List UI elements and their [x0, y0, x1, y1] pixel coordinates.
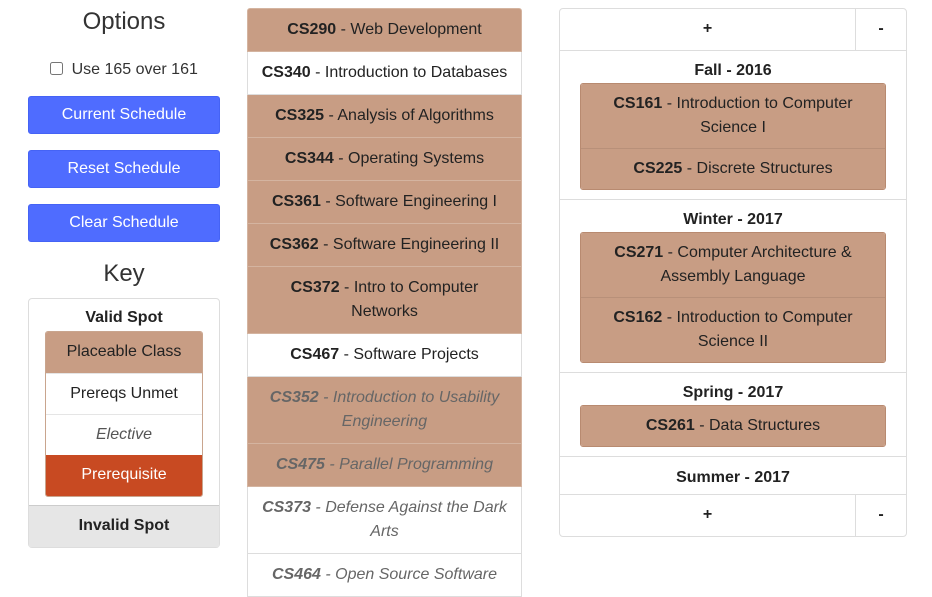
key-valid-spot: Valid Spot [85, 309, 163, 326]
use165-row[interactable]: Use 165 over 161 [28, 58, 220, 82]
term-fall-2016[interactable]: Fall - 2016 CS161 - Introduction to Comp… [560, 51, 906, 200]
options-title: Options [82, 8, 166, 35]
term-winter-2017[interactable]: Winter - 2017 CS271 - Computer Architect… [560, 200, 906, 373]
class-name: - Data Structures [694, 417, 821, 434]
class-code: CS162 [613, 309, 663, 326]
term-title: Winter - 2017 [683, 211, 783, 228]
class-item-cs372[interactable]: CS372 - Intro to Computer Networks [247, 267, 522, 334]
scheduled-class-cs271[interactable]: CS271 - Computer Architecture & Assembly… [581, 233, 885, 297]
term-class-list: CS261 - Data Structures [580, 405, 886, 447]
key-legend: Valid Spot Placeable Class Prereqs Unmet… [28, 298, 220, 548]
class-code: CS352 [269, 389, 319, 406]
class-code: CS475 [276, 456, 325, 473]
current-schedule-button[interactable]: Current Schedule [28, 96, 220, 134]
class-code: CS372 [290, 279, 340, 296]
class-name: - Web Development [336, 21, 482, 38]
key-invalid-spot: Invalid Spot [29, 505, 219, 547]
class-code: CS225 [633, 160, 683, 177]
key-title: Key [103, 260, 145, 287]
class-name: - Software Engineering I [320, 193, 497, 210]
schedule-top-controls: + - [560, 9, 906, 51]
scheduled-class-cs225[interactable]: CS225 - Discrete Structures [581, 148, 885, 189]
class-list: CS290 - Web Development CS340 - Introduc… [247, 8, 522, 597]
term-title: Spring - 2017 [682, 384, 784, 401]
class-name: - Introduction to Computer Science II [662, 309, 853, 350]
class-name: - Analysis of Algorithms [324, 107, 494, 124]
class-item-cs467[interactable]: CS467 - Software Projects [247, 334, 522, 377]
key-valid-list: Placeable Class Prereqs Unmet Elective P… [45, 331, 203, 497]
class-item-cs352[interactable]: CS352 - Introduction to Usability Engine… [247, 377, 522, 444]
use165-label[interactable]: Use 165 over 161 [71, 61, 198, 78]
add-term-bottom-button[interactable]: + [560, 495, 856, 536]
class-code: CS361 [271, 193, 321, 210]
class-name: - Introduction to Usability Engineering [318, 389, 500, 430]
class-item-cs340[interactable]: CS340 - Introduction to Databases [247, 52, 522, 95]
class-item-cs290[interactable]: CS290 - Web Development [247, 8, 522, 52]
class-code: CS344 [284, 150, 334, 167]
class-item-cs475[interactable]: CS475 - Parallel Programming [247, 444, 522, 487]
class-code: CS161 [613, 95, 663, 112]
term-title: Fall - 2016 [694, 62, 772, 79]
term-class-list: CS161 - Introduction to Computer Science… [580, 83, 886, 190]
schedule-bottom-controls: + - [560, 494, 906, 536]
class-code: CS290 [287, 21, 337, 38]
term-spring-2017[interactable]: Spring - 2017 CS261 - Data Structures [560, 373, 906, 457]
class-name: - Intro to Computer Networks [339, 279, 479, 320]
key-prerequisite: Prerequisite [46, 455, 202, 496]
scheduled-class-cs161[interactable]: CS161 - Introduction to Computer Science… [581, 84, 885, 148]
class-name: - Operating Systems [333, 150, 485, 167]
class-code: CS271 [614, 244, 664, 261]
class-item-cs464[interactable]: CS464 - Open Source Software [247, 554, 522, 597]
options-panel: Options Use 165 over 161 Current Schedul… [28, 0, 220, 548]
class-name: - Open Source Software [320, 566, 497, 583]
term-title: Summer - 2017 [676, 469, 790, 486]
class-code: CS340 [261, 64, 311, 81]
reset-schedule-button[interactable]: Reset Schedule [28, 150, 220, 188]
add-term-top-button[interactable]: + [560, 9, 856, 50]
key-prereqs-unmet: Prereqs Unmet [46, 373, 202, 414]
class-name: - Discrete Structures [682, 160, 833, 177]
class-code: CS467 [290, 346, 340, 363]
class-name: - Computer Architecture & Assembly Langu… [660, 244, 852, 285]
remove-term-top-button[interactable]: - [878, 20, 884, 37]
use165-checkbox[interactable] [50, 62, 64, 75]
class-code: CS362 [269, 236, 319, 253]
class-item-cs373[interactable]: CS373 - Defense Against the Dark Arts [247, 487, 522, 554]
remove-term-bottom-button[interactable]: - [878, 506, 884, 523]
class-name: - Introduction to Databases [310, 64, 508, 81]
class-code: CS261 [645, 417, 695, 434]
class-code: CS464 [271, 566, 321, 583]
term-class-list: CS271 - Computer Architecture & Assembly… [580, 232, 886, 363]
class-name: - Software Projects [339, 346, 479, 363]
class-code: CS325 [275, 107, 325, 124]
schedule-panel: + - Fall - 2016 CS161 - Introduction to … [559, 8, 907, 537]
class-name: - Introduction to Computer Science I [662, 95, 853, 136]
class-name: - Parallel Programming [324, 456, 493, 473]
class-item-cs362[interactable]: CS362 - Software Engineering II [247, 224, 522, 267]
class-name: - Defense Against the Dark Arts [310, 499, 507, 540]
clear-schedule-button[interactable]: Clear Schedule [28, 204, 220, 242]
scheduled-class-cs261[interactable]: CS261 - Data Structures [581, 406, 885, 446]
class-item-cs325[interactable]: CS325 - Analysis of Algorithms [247, 95, 522, 138]
class-name: - Software Engineering II [318, 236, 500, 253]
class-item-cs344[interactable]: CS344 - Operating Systems [247, 138, 522, 181]
class-code: CS373 [262, 499, 311, 516]
class-item-cs361[interactable]: CS361 - Software Engineering I [247, 181, 522, 224]
term-summer-2017[interactable]: Summer - 2017 [560, 457, 906, 490]
key-placeable-class: Placeable Class [46, 332, 202, 373]
key-elective: Elective [46, 414, 202, 455]
scheduled-class-cs162[interactable]: CS162 - Introduction to Computer Science… [581, 297, 885, 362]
